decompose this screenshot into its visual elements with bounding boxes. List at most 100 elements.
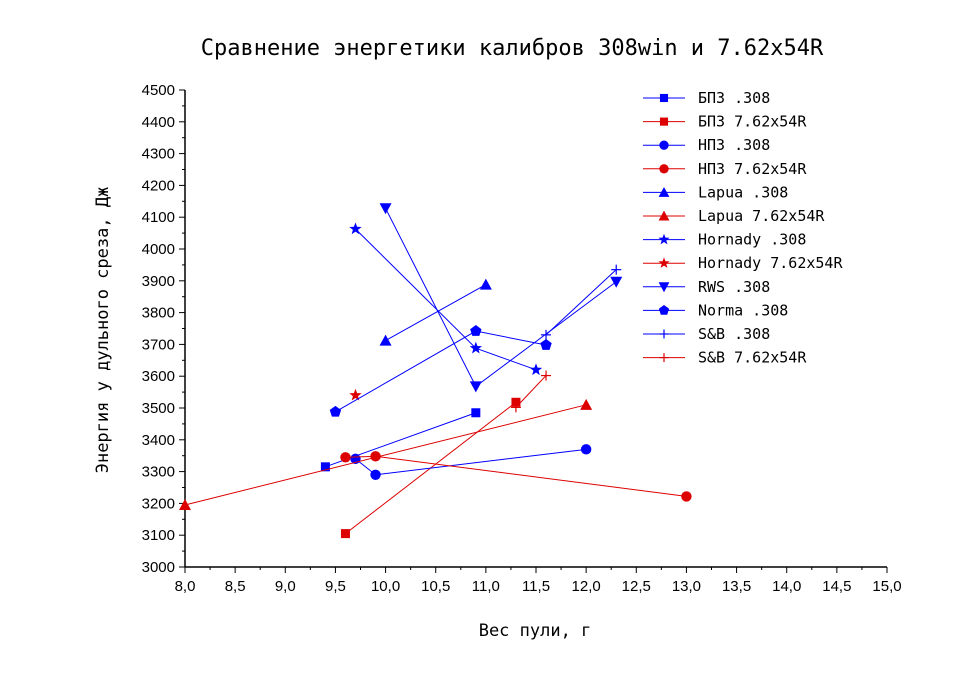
legend-entry: RWS .308 [643, 278, 770, 296]
legend-marker [659, 140, 669, 150]
y-tick-label: 4200 [142, 177, 175, 194]
series-line [184, 404, 587, 506]
series-line [515, 375, 547, 408]
series-9 [329, 325, 552, 417]
data-point [511, 397, 521, 407]
legend-label: НПЗ .308 [698, 136, 770, 154]
data-point [329, 405, 342, 417]
data-point [469, 381, 482, 393]
legend-entry: Lapua .308 [643, 183, 788, 201]
series-3 [340, 451, 692, 502]
data-point [681, 491, 692, 502]
x-tick-label: 12,0 [572, 578, 601, 595]
legend-marker [659, 353, 669, 363]
data-point [320, 462, 330, 472]
legend-entry: Lapua 7.62x54R [643, 207, 825, 225]
legend-entry: БПЗ .308 [643, 89, 770, 107]
data-point [349, 388, 362, 401]
legend-marker [658, 282, 670, 293]
data-point [529, 363, 543, 376]
legend-entry: S&B 7.62x54R [643, 349, 807, 367]
legend-entry: НПЗ 7.62x54R [643, 160, 807, 178]
data-point [340, 452, 351, 463]
legend-label: S&B 7.62x54R [698, 349, 807, 367]
legend-label: НПЗ 7.62x54R [698, 160, 807, 178]
legend-marker [659, 93, 669, 103]
x-tick-label: 14,5 [822, 578, 851, 595]
data-point [479, 278, 492, 290]
data-point [510, 402, 521, 413]
data-point [471, 408, 481, 418]
data-point [610, 276, 623, 288]
data-point [379, 203, 392, 215]
legend-entry: Norma .308 [643, 301, 788, 319]
y-tick-label: 3600 [142, 368, 175, 385]
y-tick-label: 3500 [142, 400, 175, 417]
legend-marker [658, 305, 670, 315]
data-point [349, 222, 362, 235]
y-tick-label: 4100 [142, 209, 175, 226]
series-7 [349, 388, 362, 401]
series-10 [541, 264, 622, 340]
series-layer [179, 203, 692, 539]
y-tick-label: 3400 [142, 432, 175, 449]
x-tick-label: 9,5 [325, 578, 346, 595]
series-4 [379, 278, 492, 346]
y-tick-label: 3100 [142, 527, 175, 544]
legend-label: S&B .308 [698, 325, 770, 343]
x-tick-label: 12,5 [622, 578, 651, 595]
tick-labels: 8,0 8,5 9,0 9,5 10,0 10,5 11,0 11,5 12,0 12,5 13,0… [142, 82, 902, 595]
legend-marker [659, 117, 669, 126]
series-line [385, 208, 617, 388]
data-point [370, 451, 381, 462]
legend-marker [659, 329, 669, 339]
data-point [580, 444, 592, 455]
y-tick-label: 4300 [142, 146, 175, 163]
y-axis-title: Энергия у дульного среза, Дж [93, 187, 113, 474]
data-point [580, 398, 593, 410]
series-6 [349, 222, 543, 376]
x-tick-label: 13,5 [722, 578, 751, 595]
x-tick-label: 11,0 [472, 578, 500, 595]
legend-marker [658, 257, 670, 268]
data-point [179, 498, 191, 510]
legend-marker [658, 210, 670, 221]
legend-label: Hornady 7.62x54R [698, 254, 843, 272]
series-5 [179, 398, 593, 510]
x-tick-label: 11,5 [522, 578, 550, 595]
legend-label: RWS .308 [698, 278, 770, 296]
x-tick-label: 14,0 [772, 578, 801, 595]
legend-label: Hornady .308 [698, 231, 806, 249]
plot-axes [179, 89, 888, 573]
y-tick-label: 4000 [142, 241, 175, 258]
x-tick-label: 15,0 [872, 578, 901, 595]
legend-marker [658, 187, 670, 197]
y-tick-label: 3300 [142, 464, 175, 481]
data-point [540, 339, 552, 350]
x-tick-label: 8,5 [225, 578, 246, 595]
legend-label: Norma .308 [698, 301, 788, 319]
data-point [541, 370, 552, 381]
legend-label: БПЗ 7.62x54R [698, 113, 807, 131]
legend-marker [659, 164, 669, 174]
data-point [469, 341, 483, 354]
chart-title: Сравнение энергетики калибров 308win и 7… [201, 36, 824, 61]
y-tick-label: 3200 [142, 495, 175, 512]
data-point [379, 334, 392, 346]
x-tick-label: 10,5 [421, 578, 450, 595]
legend-marker [658, 233, 670, 245]
x-tick-label: 8,0 [175, 578, 196, 595]
series-line [345, 455, 687, 497]
data-point [340, 529, 350, 539]
data-point [470, 325, 482, 336]
x-axis-title: Вес пули, г [479, 621, 592, 641]
data-point [611, 264, 622, 275]
series-8 [379, 203, 623, 393]
data-point [541, 329, 552, 340]
legend-label: Lapua 7.62x54R [698, 207, 825, 225]
legend-label: БПЗ .308 [698, 89, 770, 107]
y-tick-label: 4400 [142, 114, 175, 131]
y-tick-label: 3900 [142, 273, 175, 290]
series-2 [350, 444, 592, 480]
legend-entry: Hornady .308 [643, 231, 806, 249]
